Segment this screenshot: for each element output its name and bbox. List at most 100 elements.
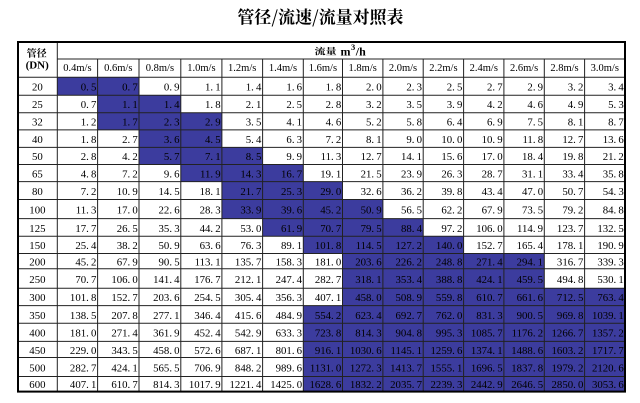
svg-text:2. 0: 2. 0 xyxy=(366,82,382,94)
svg-text:203. 6: 203. 6 xyxy=(153,292,180,304)
svg-text:508. 9: 508. 9 xyxy=(396,292,422,304)
svg-text:692. 7: 692. 7 xyxy=(396,310,423,322)
svg-text:247. 4: 247. 4 xyxy=(276,274,303,286)
svg-text:1. 4: 1. 4 xyxy=(164,99,180,111)
svg-text:2. 7: 2. 7 xyxy=(487,82,503,94)
svg-text:2.0m/s: 2.0m/s xyxy=(389,63,417,74)
svg-text:305. 4: 305. 4 xyxy=(235,292,262,304)
svg-text:90. 5: 90. 5 xyxy=(159,256,180,268)
svg-text:17. 0: 17. 0 xyxy=(117,204,138,216)
svg-text:2. 9: 2. 9 xyxy=(527,82,543,94)
svg-text:0. 7: 0. 7 xyxy=(122,82,138,94)
svg-text:458. 0: 458. 0 xyxy=(153,345,179,357)
svg-text:4. 5: 4. 5 xyxy=(205,134,221,146)
svg-text:53. 0: 53. 0 xyxy=(240,223,261,235)
svg-text:1017. 9: 1017. 9 xyxy=(189,379,221,391)
svg-text:458. 0: 458. 0 xyxy=(355,292,381,304)
svg-text:2035. 7: 2035. 7 xyxy=(390,379,422,391)
svg-text:207. 8: 207. 8 xyxy=(111,310,137,322)
svg-text:1. 6: 1. 6 xyxy=(286,82,302,94)
svg-text:1696. 5: 1696. 5 xyxy=(471,362,503,374)
svg-text:190. 9: 190. 9 xyxy=(597,240,623,252)
svg-text:29. 0: 29. 0 xyxy=(320,186,341,198)
svg-text:3. 4: 3. 4 xyxy=(608,82,624,94)
svg-text:814. 3: 814. 3 xyxy=(355,328,381,340)
svg-text:158. 3: 158. 3 xyxy=(276,256,302,268)
svg-text:565. 5: 565. 5 xyxy=(153,362,179,374)
svg-text:2239. 3: 2239. 3 xyxy=(431,379,463,391)
svg-text:8. 5: 8. 5 xyxy=(246,151,262,163)
svg-text:1. 4: 1. 4 xyxy=(246,82,262,94)
svg-text:9. 9: 9. 9 xyxy=(286,151,302,163)
svg-text:39. 6: 39. 6 xyxy=(281,204,303,216)
svg-text:801. 6: 801. 6 xyxy=(276,345,303,357)
svg-text:89. 1: 89. 1 xyxy=(281,240,302,252)
svg-text:19. 1: 19. 1 xyxy=(320,168,341,180)
svg-text:318. 1: 318. 1 xyxy=(355,274,381,286)
svg-text:989. 6: 989. 6 xyxy=(276,362,303,374)
svg-text:762. 0: 762. 0 xyxy=(436,310,462,322)
svg-text:5. 7: 5. 7 xyxy=(164,151,180,163)
svg-text:9. 0: 9. 0 xyxy=(406,134,422,146)
svg-text:1488. 6: 1488. 6 xyxy=(511,345,543,357)
svg-text:26. 3: 26. 3 xyxy=(441,168,462,180)
svg-text:21. 5: 21. 5 xyxy=(361,168,382,180)
svg-text:271. 4: 271. 4 xyxy=(476,256,503,268)
svg-text:1.8m/s: 1.8m/s xyxy=(349,63,377,74)
svg-text:10. 9: 10. 9 xyxy=(482,134,503,146)
svg-text:1085. 7: 1085. 7 xyxy=(471,328,503,340)
svg-text:0.6m/s: 0.6m/s xyxy=(104,63,132,74)
svg-text:814. 3: 814. 3 xyxy=(153,379,179,391)
svg-text:45. 2: 45. 2 xyxy=(75,256,96,268)
svg-text:0.4m/s: 0.4m/s xyxy=(63,63,91,74)
svg-text:11. 3: 11. 3 xyxy=(321,151,342,163)
svg-text:50. 7: 50. 7 xyxy=(562,186,584,198)
svg-text:1. 1: 1. 1 xyxy=(205,82,221,94)
svg-text:5. 8: 5. 8 xyxy=(406,117,422,129)
svg-text:3. 2: 3. 2 xyxy=(366,99,382,111)
svg-text:494. 8: 494. 8 xyxy=(557,274,583,286)
svg-text:1259. 6: 1259. 6 xyxy=(431,345,463,357)
svg-text:3. 5: 3. 5 xyxy=(246,117,262,129)
svg-text:3: 3 xyxy=(351,42,355,52)
svg-text:97. 2: 97. 2 xyxy=(441,223,462,235)
svg-text:2. 3: 2. 3 xyxy=(164,117,180,129)
svg-text:1979. 2: 1979. 2 xyxy=(552,362,584,374)
svg-text:3. 2: 3. 2 xyxy=(568,82,584,94)
svg-text:178. 1: 178. 1 xyxy=(557,240,583,252)
svg-text:559. 8: 559. 8 xyxy=(436,292,462,304)
svg-text:339. 3: 339. 3 xyxy=(597,256,623,268)
svg-text:28. 3: 28. 3 xyxy=(200,204,221,216)
svg-text:56. 5: 56. 5 xyxy=(401,204,422,216)
svg-text:2.6m/s: 2.6m/s xyxy=(510,63,538,74)
svg-text:904. 8: 904. 8 xyxy=(396,328,422,340)
svg-text:633. 3: 633. 3 xyxy=(276,328,302,340)
svg-text:12. 7: 12. 7 xyxy=(361,151,383,163)
svg-text:15. 6: 15. 6 xyxy=(441,151,463,163)
svg-text:706. 9: 706. 9 xyxy=(194,362,220,374)
svg-text:10. 0: 10. 0 xyxy=(441,134,462,146)
svg-text:4. 2: 4. 2 xyxy=(487,99,503,111)
svg-text:459. 5: 459. 5 xyxy=(517,274,543,286)
svg-text:11. 3: 11. 3 xyxy=(76,204,97,216)
svg-text:63. 6: 63. 6 xyxy=(200,240,222,252)
svg-text:0. 9: 0. 9 xyxy=(164,82,180,94)
svg-text:277. 1: 277. 1 xyxy=(153,310,179,322)
svg-text:250: 250 xyxy=(29,274,45,286)
svg-text:282. 7: 282. 7 xyxy=(70,362,97,374)
svg-text:4. 8: 4. 8 xyxy=(81,168,97,180)
svg-text:848. 2: 848. 2 xyxy=(235,362,261,374)
svg-text:150: 150 xyxy=(29,240,45,252)
svg-text:900. 5: 900. 5 xyxy=(517,310,543,322)
svg-text:2. 7: 2. 7 xyxy=(122,134,138,146)
svg-text:6. 3: 6. 3 xyxy=(286,134,302,146)
svg-text:8. 1: 8. 1 xyxy=(568,117,584,129)
svg-text:11. 9: 11. 9 xyxy=(200,168,221,180)
svg-text:8. 7: 8. 7 xyxy=(608,117,624,129)
svg-text:3. 9: 3. 9 xyxy=(447,99,463,111)
svg-text:7. 2: 7. 2 xyxy=(326,134,342,146)
svg-text:407. 1: 407. 1 xyxy=(70,379,96,391)
svg-text:61. 9: 61. 9 xyxy=(281,223,302,235)
svg-text:712. 5: 712. 5 xyxy=(557,292,583,304)
svg-text:2442. 9: 2442. 9 xyxy=(471,379,503,391)
